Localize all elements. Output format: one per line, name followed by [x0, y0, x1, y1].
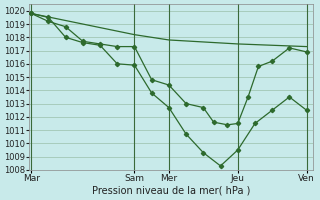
X-axis label: Pression niveau de la mer( hPa ): Pression niveau de la mer( hPa ): [92, 186, 251, 196]
